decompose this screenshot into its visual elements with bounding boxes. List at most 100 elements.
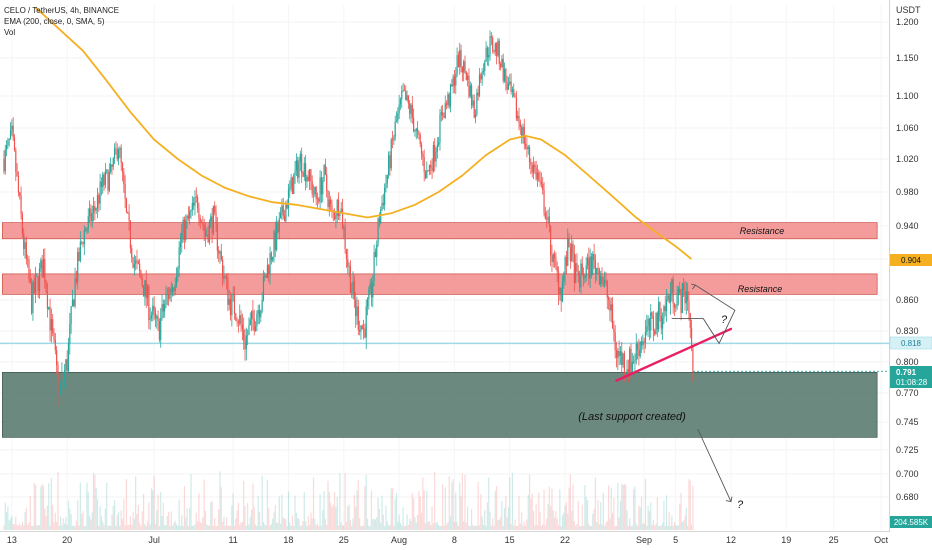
volume-bar [91, 512, 93, 530]
volume-bar [306, 525, 308, 530]
volume-bar [269, 525, 271, 530]
volume-bar [286, 525, 288, 530]
volume-bar [609, 518, 611, 530]
volume-bar [50, 478, 52, 530]
ema-line [34, 6, 692, 260]
candle-body [149, 318, 151, 320]
candle-body [324, 164, 326, 175]
volume-bar [178, 499, 180, 530]
volume-bar [4, 502, 6, 530]
candle-body [330, 199, 332, 205]
price-tick-label: 0.980 [896, 187, 919, 197]
volume-bar [194, 524, 196, 530]
candle-body [208, 221, 211, 242]
volume-bar [186, 508, 188, 530]
candle-body [470, 85, 473, 106]
candle-body [452, 76, 454, 87]
volume-bar [652, 519, 654, 530]
volume-bar [430, 525, 432, 530]
volume-bar [498, 519, 500, 530]
volume-bar [170, 511, 172, 530]
volume-bar [99, 506, 101, 530]
volume-bar [316, 523, 319, 530]
candle-body [17, 176, 20, 193]
volume-bar [148, 502, 150, 530]
volume-bar [434, 472, 436, 530]
candle-body [492, 37, 494, 51]
volume-bar [253, 507, 255, 530]
level-value-text: 0.818 [901, 339, 922, 348]
candle-body [527, 147, 529, 150]
candle-body [42, 258, 45, 278]
candle-body [59, 383, 62, 389]
volume-bar [568, 487, 570, 530]
volume-bar [120, 510, 122, 530]
volume-bar [23, 525, 25, 530]
candle-body [185, 220, 187, 240]
volume-bar [352, 518, 354, 530]
price-tick-label: 1.150 [896, 53, 919, 63]
volume-bar [335, 507, 337, 530]
volume-indicator-label[interactable]: Vol [4, 28, 15, 37]
volume-bar [144, 524, 146, 530]
volume-bar [457, 525, 460, 530]
volume-bar [618, 517, 620, 530]
volume-bar [102, 521, 104, 530]
volume-value-text: 204.585K [894, 518, 929, 527]
candle-body [173, 287, 175, 291]
volume-bar [690, 524, 693, 530]
candle-body [356, 306, 358, 317]
volume-bar [648, 511, 651, 530]
candle-body [157, 316, 159, 322]
volume-bar [681, 522, 683, 530]
volume-bar [124, 525, 126, 530]
question-mark-upper: ? [721, 314, 728, 326]
volume-bar [675, 524, 677, 530]
candle-body [669, 292, 672, 303]
volume-bar [322, 510, 324, 530]
volume-bar [214, 518, 216, 530]
candle-body [629, 348, 631, 373]
volume-bar [423, 490, 425, 530]
candle-body [262, 276, 265, 300]
candle-body [565, 256, 568, 266]
candle-body [530, 162, 532, 166]
candle-body [654, 330, 656, 335]
candle-body [235, 313, 237, 321]
candle-body [154, 310, 157, 319]
volume-bar [157, 494, 159, 530]
candle-body [283, 215, 286, 222]
candle-body [104, 171, 106, 185]
ema-indicator-label[interactable]: EMA (200, close, 0, SMA, 5) [4, 17, 105, 26]
candle-body [266, 265, 269, 278]
volume-bar [426, 490, 428, 530]
volume-bar [360, 525, 362, 530]
volume-bar [365, 474, 367, 530]
volume-bar [662, 522, 664, 530]
time-axis[interactable]: 13 20 Jul 11 18 25 Aug 8 15 22 Sep 5 12 19 25 Oct [7, 535, 889, 545]
candle-body [579, 275, 581, 288]
volume-bar [407, 524, 409, 530]
volume-bar [482, 524, 485, 530]
candle-body [38, 268, 41, 292]
candle-body [225, 277, 228, 279]
candle-body [131, 248, 133, 258]
time-tick-label: 12 [726, 535, 736, 545]
candle-body [488, 54, 490, 58]
symbol-title[interactable]: CELO / TetherUS, 4h, BINANCE [4, 6, 119, 15]
price-tick-label: 1.100 [896, 91, 919, 101]
candle-body [424, 172, 427, 179]
candle-body [347, 258, 349, 267]
volume-bar [505, 496, 507, 530]
candle-body [156, 316, 158, 319]
volume-bar [527, 494, 529, 530]
volume-bar [19, 523, 21, 530]
volume-bar [581, 504, 583, 530]
volume-bar [115, 525, 117, 530]
candle-body [485, 47, 487, 62]
volume-bar [17, 525, 20, 530]
candle-body [585, 265, 587, 277]
volume-bar [323, 491, 325, 530]
volume-bar [92, 472, 95, 530]
